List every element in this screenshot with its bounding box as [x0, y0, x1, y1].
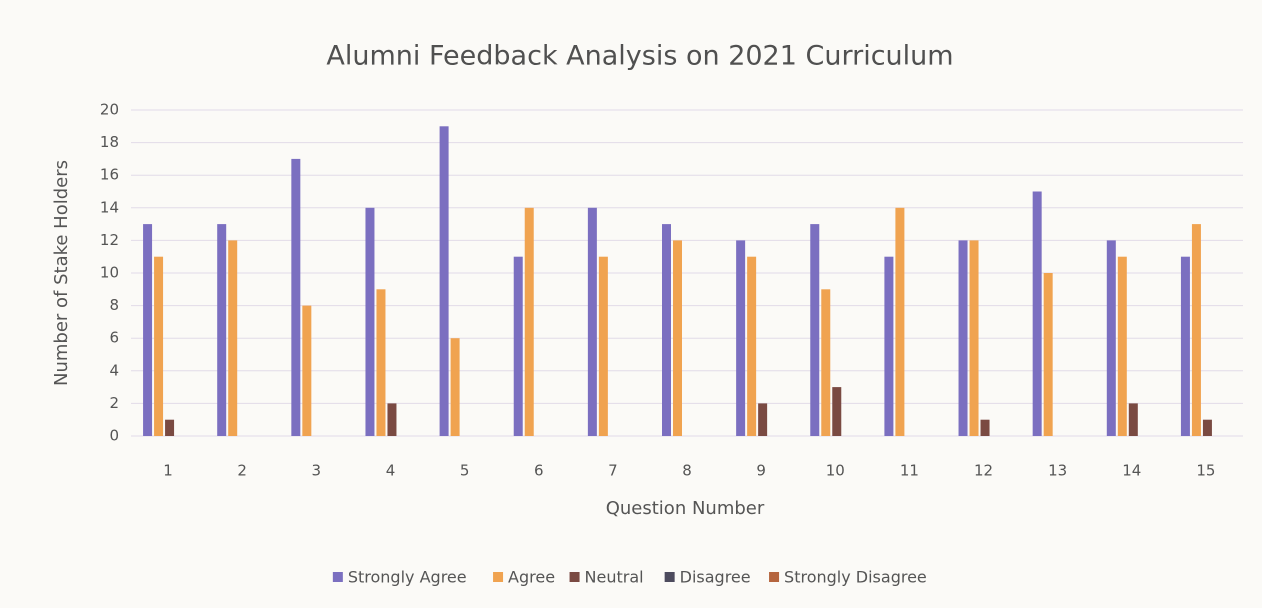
x-tick-label: 10: [826, 462, 845, 480]
bar: [291, 158, 301, 436]
y-tick-label: 6: [109, 329, 119, 347]
y-axis-label: Number of Stake Holders: [51, 160, 72, 386]
x-tick-label: 8: [682, 462, 692, 480]
x-tick-label: 7: [608, 462, 618, 480]
bar: [217, 224, 227, 436]
bar: [821, 289, 831, 436]
bar: [1128, 403, 1138, 436]
bar: [524, 207, 534, 436]
legend-label: Strongly Agree: [348, 568, 467, 587]
legend-swatch: [569, 572, 580, 582]
y-tick-label: 12: [100, 231, 119, 249]
bar: [228, 240, 238, 436]
bar: [1180, 256, 1190, 436]
bar: [1202, 419, 1212, 436]
y-tick-label: 10: [100, 264, 119, 282]
bar: [1106, 240, 1116, 436]
bar: [1032, 191, 1042, 436]
bar: [895, 207, 905, 436]
bar: [969, 240, 979, 436]
bar: [1117, 256, 1127, 436]
x-tick-label: 9: [756, 462, 766, 480]
y-tick-label: 20: [100, 101, 119, 119]
bar: [980, 419, 990, 436]
bar: [958, 240, 968, 436]
x-tick-label: 13: [1048, 462, 1067, 480]
bar: [1191, 224, 1201, 436]
x-tick-label: 3: [312, 462, 322, 480]
y-tick-label: 0: [109, 427, 119, 445]
y-tick-label: 2: [109, 394, 119, 412]
y-tick-label: 4: [109, 361, 119, 379]
x-tick-label: 5: [460, 462, 470, 480]
bar: [439, 126, 449, 437]
bar: [387, 403, 397, 436]
bar: [832, 387, 842, 436]
x-tick-label: 4: [386, 462, 396, 480]
legend-label: Strongly Disagree: [784, 568, 927, 587]
legend-label: Neutral: [585, 568, 644, 587]
x-tick-label: 1: [163, 462, 173, 480]
y-tick-label: 16: [100, 166, 119, 184]
bar: [143, 224, 153, 436]
bar: [450, 338, 460, 436]
bar: [758, 403, 768, 436]
x-tick-label: 6: [534, 462, 544, 480]
bar: [662, 224, 671, 436]
legend-swatch: [769, 572, 780, 582]
y-tick-label: 14: [100, 198, 119, 216]
bar: [736, 240, 746, 436]
bar: [747, 256, 757, 436]
x-tick-label: 12: [974, 462, 993, 480]
legend-swatch: [332, 572, 343, 582]
bar: [513, 256, 523, 436]
bar: [884, 256, 894, 436]
legend-label: Agree: [508, 568, 555, 587]
bar: [302, 305, 312, 436]
chart-title: Alumni Feedback Analysis on 2021 Curricu…: [326, 41, 953, 72]
bar: [165, 419, 175, 436]
bar: [365, 207, 375, 436]
legend-swatch: [664, 572, 675, 582]
y-tick-label: 18: [100, 133, 119, 151]
bar: [598, 256, 608, 436]
x-axis-label: Question Number: [606, 498, 765, 519]
x-tick-label: 2: [237, 462, 247, 480]
bar: [154, 256, 164, 436]
x-tick-label: 14: [1122, 462, 1141, 480]
bar: [810, 224, 820, 436]
x-tick-label: 15: [1196, 462, 1215, 480]
bar: [673, 240, 682, 436]
legend-swatch: [493, 572, 504, 582]
bar: [1043, 273, 1053, 436]
bar: [376, 289, 386, 436]
bar: [587, 207, 597, 436]
legend-label: Disagree: [680, 568, 751, 587]
y-tick-label: 8: [109, 296, 119, 314]
x-tick-label: 11: [900, 462, 919, 480]
